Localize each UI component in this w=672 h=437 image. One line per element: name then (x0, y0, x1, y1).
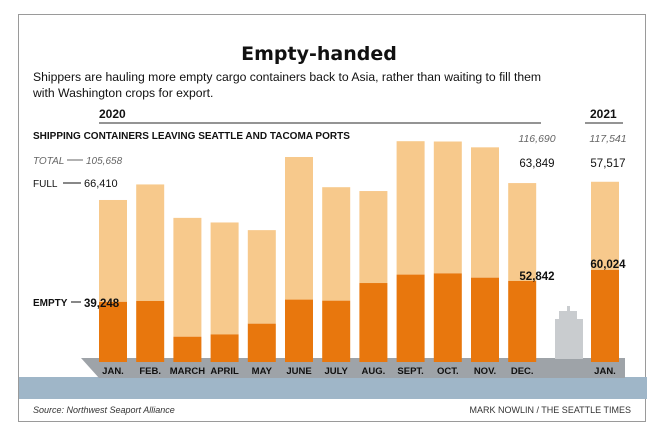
bar-empty-0 (99, 301, 127, 362)
bar-empty-10 (471, 277, 499, 362)
jan21-full-value: 57,517 (590, 158, 625, 170)
bar-empty-11 (508, 280, 537, 362)
bar-full-3 (210, 222, 239, 335)
bar-full-8 (396, 141, 425, 275)
bar-full-0 (99, 199, 127, 302)
jan21-total-value: 117,541 (589, 133, 626, 145)
bar-empty-9 (433, 273, 462, 362)
category-label-2: MARCH (170, 366, 205, 377)
full-annotation-label: FULL (33, 179, 58, 190)
category-label-12: JAN. (594, 366, 616, 377)
bar-empty-3 (210, 334, 239, 362)
category-label-4: MAY (252, 366, 273, 377)
bar-empty-12 (591, 269, 619, 362)
bar-empty-1 (136, 300, 165, 362)
category-label-0: JAN. (102, 366, 124, 377)
category-label-5: JUNE (286, 366, 311, 377)
credit-line: MARK NOWLIN / THE SEATTLE TIMES (469, 405, 631, 415)
category-label-1: FEB. (139, 366, 161, 377)
chart-headline: Empty-handed (241, 43, 397, 65)
bar-group (99, 141, 619, 362)
bar-empty-2 (173, 336, 202, 362)
bar-empty-4 (247, 323, 276, 362)
ship-mast (567, 306, 570, 312)
chart-canvas: Empty-handed Shippers are hauling more e… (19, 43, 647, 415)
bar-empty-5 (285, 299, 313, 362)
total-annotation-label: TOTAL (33, 156, 64, 167)
bar-full-12 (591, 181, 619, 270)
category-label-9: OCT. (437, 366, 459, 377)
ship-hull (81, 358, 625, 378)
chart-title: SHIPPING CONTAINERS LEAVING SEATTLE AND … (33, 131, 350, 142)
dec-total-value: 116,690 (518, 133, 555, 145)
bar-full-6 (322, 187, 351, 301)
category-label-11: DEC. (511, 366, 534, 377)
graphic-frame: Empty-handed Shippers are hauling more e… (18, 14, 647, 422)
ship-bridge (555, 319, 583, 359)
empty-annotation-value: 39,248 (84, 298, 120, 310)
year-label-2021: 2021 (590, 107, 617, 121)
category-label-10: NOV. (474, 366, 496, 377)
bar-full-9 (433, 141, 462, 274)
bar-empty-8 (396, 274, 425, 362)
category-axis-labels: JAN. FEB. MARCH APRIL MAY JUNE JULY AUG. SEPT. OC… (102, 366, 616, 377)
bar-empty-7 (359, 283, 388, 362)
bar-full-10 (471, 147, 499, 278)
bar-full-2 (173, 217, 202, 337)
ship-bridge-top (559, 311, 577, 320)
bar-full-7 (359, 191, 388, 284)
category-label-6: JULY (324, 366, 348, 377)
bar-full-1 (136, 184, 165, 301)
bar-empty-6 (322, 300, 351, 362)
cargo-ship-illustration (19, 306, 647, 399)
bar-full-4 (247, 230, 276, 324)
dec-full-value: 63,849 (519, 158, 554, 170)
category-label-3: APRIL (210, 366, 239, 377)
category-label-8: SEPT. (397, 366, 423, 377)
subtitle-line-2: with Washington crops for export. (32, 86, 213, 100)
year-label-2020: 2020 (99, 107, 126, 121)
dec-empty-value: 52,842 (519, 271, 554, 283)
empty-annotation-label: EMPTY (33, 298, 68, 309)
source-note: Source: Northwest Seaport Alliance (33, 405, 175, 415)
total-annotation-value: 105,658 (86, 156, 123, 167)
bar-full-5 (285, 156, 313, 300)
category-label-7: AUG. (362, 366, 386, 377)
full-annotation-value: 66,410 (84, 178, 118, 190)
water-band (19, 377, 647, 399)
bar-full-11 (508, 183, 537, 281)
jan21-empty-value: 60,024 (590, 259, 626, 271)
subtitle-line-1: Shippers are hauling more empty cargo co… (33, 70, 541, 84)
